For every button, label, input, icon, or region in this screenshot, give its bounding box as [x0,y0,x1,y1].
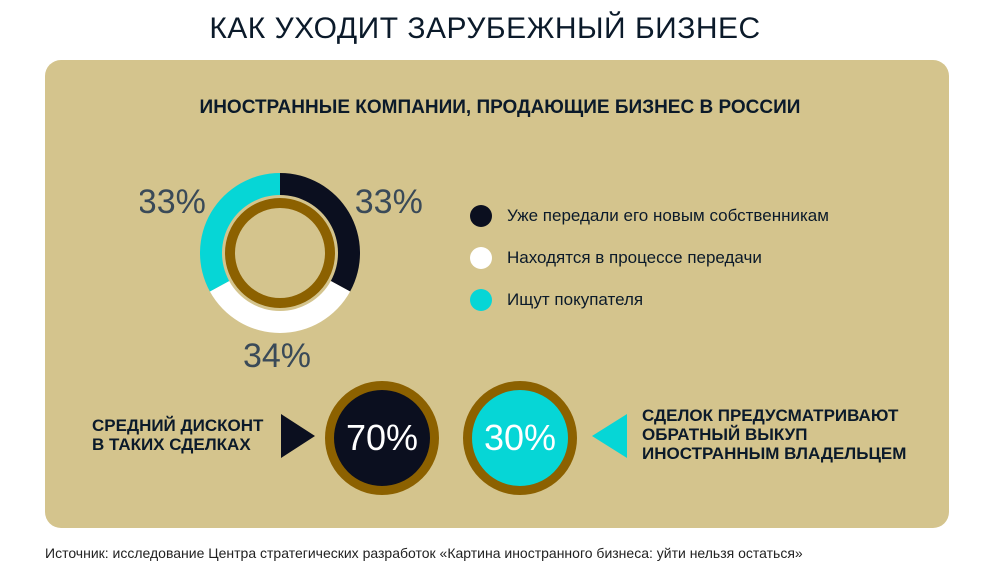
legend-item: Находятся в процессе передачи [470,237,829,279]
buyback-circle: 30% [463,381,577,495]
page-title: КАК УХОДИТ ЗАРУБЕЖНЫЙ БИЗНЕС [209,12,761,45]
donut-value-label: 33% [140,183,206,221]
buyback-value: 30% [483,417,557,458]
discount-arrow [281,414,315,458]
legend-item: Уже передали его новым собственникам [470,195,829,237]
legend-label: Уже передали его новым собственникам [507,206,829,225]
discount-value: 70% [345,417,419,458]
buyback-label-line2: ОБРАТНЫЙ ВЫКУП [642,425,808,444]
buyback-label-line3: ИНОСТРАННЫМ ВЛАДЕЛЬЦЕМ [642,444,907,463]
donut-value-label: 33% [355,183,423,221]
legend-swatch [470,205,492,227]
chart-title: ИНОСТРАННЫЕ КОМПАНИИ, ПРОДАЮЩИЕ БИЗНЕС В… [199,97,801,118]
chart-legend: Уже передали его новым собственникам Нахо… [470,195,829,321]
buyback-label: СДЕЛОК ПРЕДУСМАТРИВАЮТ ОБРАТНЫЙ ВЫКУП ИН… [642,406,906,463]
donut-chart: 33% 34% 33% [140,173,423,370]
discount-label-line2: В ТАКИХ СДЕЛКАХ [92,435,251,454]
legend-label: Ищут покупателя [507,290,644,309]
legend-swatch [470,247,492,269]
legend-label: Находятся в процессе передачи [507,248,762,267]
legend-swatch [470,289,492,311]
buyback-label-line1: СДЕЛОК ПРЕДУСМАТРИВАЮТ [642,406,899,425]
legend-item: Ищут покупателя [470,279,829,321]
donut-slice [280,173,360,292]
buyback-arrow [592,414,627,458]
source-note: Источник: исследование Центра стратегиче… [45,545,803,561]
donut-inner-ring [225,198,335,308]
discount-label: СРЕДНИЙ ДИСКОНТ В ТАКИХ СДЕЛКАХ [92,416,263,454]
donut-slice [199,173,280,292]
discount-circle: 70% [325,381,439,495]
donut-slice [209,280,351,334]
discount-label-line1: СРЕДНИЙ ДИСКОНТ [92,416,264,435]
donut-value-label: 34% [243,337,311,370]
